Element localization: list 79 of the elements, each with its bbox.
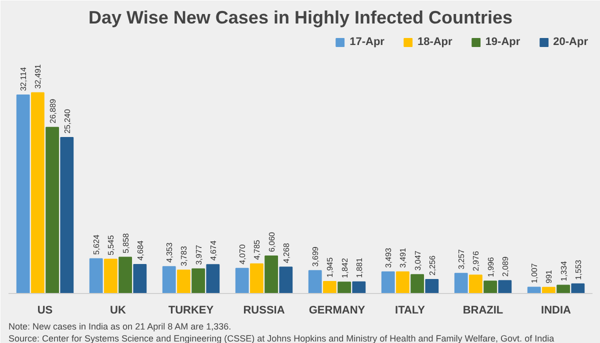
x-tick-label: TURKEY <box>168 304 214 316</box>
bar <box>162 266 176 294</box>
data-label: 4,674 <box>208 240 218 261</box>
bar <box>484 280 498 294</box>
bar <box>192 268 206 294</box>
data-label: 4,785 <box>252 239 262 260</box>
bar <box>498 280 512 294</box>
bar <box>410 274 424 294</box>
bar <box>396 271 410 294</box>
x-tick-label: ITALY <box>395 304 426 316</box>
data-label: 4,070 <box>238 244 248 264</box>
x-tick-label: GERMANY <box>308 304 366 316</box>
data-label: 5,624 <box>92 234 102 255</box>
data-label: 4,353 <box>165 242 174 263</box>
data-label: 1,007 <box>530 262 540 284</box>
legend-label: 19-Apr <box>485 36 520 48</box>
data-label: 6,060 <box>267 231 276 252</box>
bar <box>279 266 293 294</box>
bar <box>235 268 249 294</box>
bar <box>322 280 336 294</box>
bar <box>425 279 439 294</box>
data-label: 3,491 <box>398 247 408 268</box>
bar <box>133 264 147 294</box>
data-label: 5,858 <box>121 232 130 254</box>
data-label: 26,889 <box>48 98 58 124</box>
data-label: 3,699 <box>311 246 320 267</box>
bar <box>30 92 44 294</box>
bar <box>176 270 190 294</box>
data-label: 2,089 <box>500 256 510 277</box>
data-label: 2,256 <box>428 254 437 276</box>
bar <box>250 263 264 294</box>
bar <box>264 256 278 294</box>
data-label: 3,047 <box>413 250 422 271</box>
data-label: 991 <box>544 269 554 284</box>
x-tick-label: US <box>37 304 53 316</box>
data-label: 3,783 <box>180 246 189 266</box>
bar <box>571 283 585 294</box>
x-tick-label: RUSSIA <box>243 304 285 316</box>
data-label: 1,553 <box>574 259 583 280</box>
bar <box>381 271 395 294</box>
bar <box>308 270 322 294</box>
bar <box>60 137 74 294</box>
bar <box>89 258 103 294</box>
legend-label: 17-Apr <box>350 36 384 48</box>
x-tick-label: INDIA <box>541 304 572 316</box>
data-label: 32,114 <box>19 66 28 92</box>
bar <box>338 282 352 294</box>
data-label: 1,842 <box>340 258 350 278</box>
bar <box>454 272 468 294</box>
bar <box>527 286 541 294</box>
legend-label: 18-Apr <box>417 36 452 48</box>
data-label: 2,976 <box>472 250 481 272</box>
source-note: Source: Center for Systems Science and Engineering (CSSE) at Johns Hopkins and Ministry of Health and Family Welfare, Govt. of India <box>8 334 554 343</box>
bar <box>118 256 132 294</box>
data-label: 3,493 <box>384 247 394 268</box>
data-label: 1,334 <box>559 260 568 282</box>
x-tick-label: UK <box>110 304 126 316</box>
legend-label: 20-Apr <box>553 36 588 48</box>
bar <box>352 281 366 294</box>
bar <box>16 94 30 294</box>
data-label: 1,881 <box>354 257 364 278</box>
data-label: 32,491 <box>34 64 43 89</box>
data-label: 4,268 <box>282 242 291 264</box>
bar <box>468 274 482 294</box>
data-label: 1,996 <box>486 256 496 278</box>
data-label: 4,684 <box>136 240 145 261</box>
data-label: 1,945 <box>326 256 335 278</box>
bar <box>46 126 60 294</box>
data-label: 5,545 <box>106 234 116 256</box>
bar <box>556 284 570 294</box>
bar <box>104 258 118 294</box>
bar <box>206 264 220 294</box>
chart-title: Day Wise New Cases in Highly Infected Countries <box>88 8 512 28</box>
x-tick-label: BRAZIL <box>462 304 504 316</box>
bar <box>542 286 556 294</box>
data-label: 3,257 <box>457 248 466 270</box>
data-label: 3,977 <box>194 244 204 265</box>
text: Note: New cases in India as on 21 April 8 AM are 1,336. <box>8 322 232 332</box>
data-label: 25,240 <box>62 108 72 134</box>
